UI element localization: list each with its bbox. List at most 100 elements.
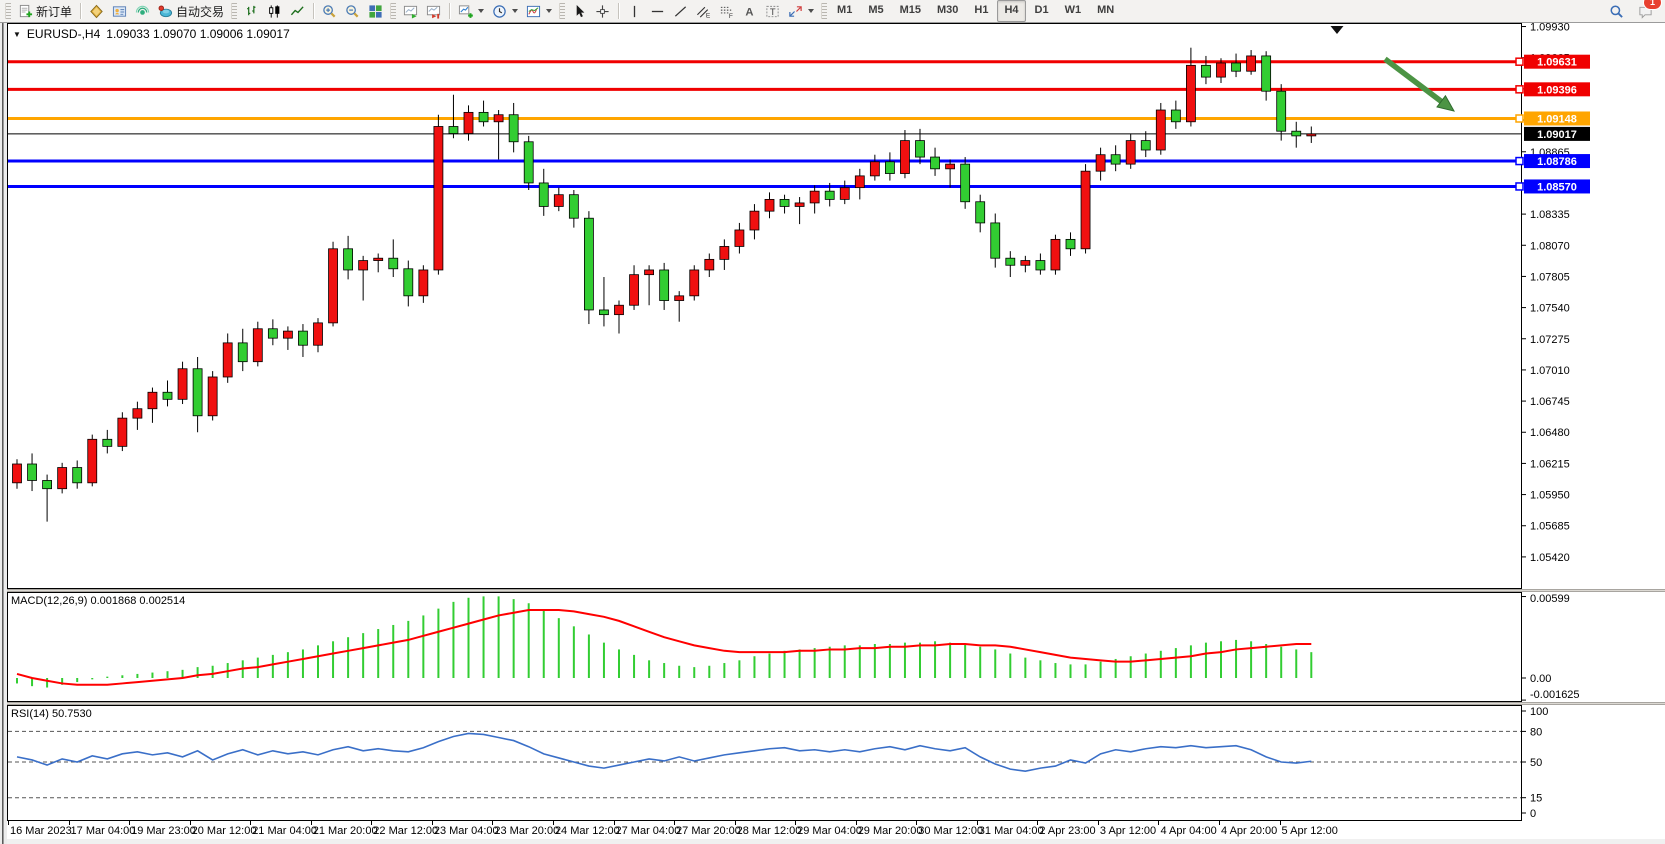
zoom-out-button[interactable] xyxy=(341,0,364,23)
text-button[interactable]: A xyxy=(738,0,761,23)
candle-body xyxy=(508,114,519,143)
rsi-axis-label: 100 xyxy=(1530,706,1548,718)
toolbar-grip[interactable] xyxy=(559,3,566,19)
fibonacci-button[interactable]: F xyxy=(715,0,738,23)
price-tick-label: 1.06480 xyxy=(1530,427,1570,439)
dropdown-caret-icon xyxy=(546,9,553,13)
chart-shift-button[interactable] xyxy=(422,0,445,23)
macd-chart-svg[interactable]: 0.00599 0.00 -0.001625 xyxy=(7,592,1665,702)
toolbar-separator xyxy=(80,3,82,19)
chart-window: 1.099301.096651.094001.091351.088651.086… xyxy=(7,23,1665,839)
pane-splitter[interactable] xyxy=(7,589,1665,592)
templates-button[interactable] xyxy=(522,0,556,23)
toolbar-grip[interactable] xyxy=(390,3,397,19)
rsi-axis-label: 0 xyxy=(1530,808,1536,820)
candle-body xyxy=(689,269,700,297)
text-label-button[interactable]: T xyxy=(761,0,784,23)
toolbar-grip[interactable] xyxy=(231,3,238,19)
timeframe-button-D1[interactable]: D1 xyxy=(1034,4,1049,16)
time-axis-tick xyxy=(1279,821,1281,825)
crosshair-button[interactable] xyxy=(591,0,614,23)
tile-windows-button[interactable] xyxy=(364,0,387,23)
candle-body xyxy=(915,140,925,158)
candle-body xyxy=(1261,55,1272,92)
time-axis-tick xyxy=(129,821,131,825)
terminal-icon xyxy=(135,5,150,15)
navigator-button[interactable] xyxy=(108,0,131,23)
cursor-button[interactable] xyxy=(568,0,591,23)
timeframe-button-M30[interactable]: M30 xyxy=(937,4,959,16)
macd-pane[interactable]: 0.00599 0.00 -0.001625 MACD(12,26,9) 0.001… xyxy=(7,592,1665,702)
periods-button[interactable] xyxy=(488,0,522,23)
timeframe-button-H4[interactable]: H4 xyxy=(997,0,1026,22)
pane-splitter[interactable] xyxy=(7,702,1665,705)
candle-body xyxy=(1170,109,1181,123)
candlestick-chart-button[interactable] xyxy=(263,0,286,23)
time-label: 28 Mar 12:00 xyxy=(736,825,802,837)
rsi-chart-svg[interactable]: 100 80 50 15 0 xyxy=(7,705,1665,821)
price-tick-label: 1.07275 xyxy=(1530,334,1570,346)
candle-body xyxy=(192,368,203,417)
arrows-button[interactable] xyxy=(784,0,818,23)
chart-menu-icon[interactable]: ▼ xyxy=(13,29,21,39)
market-watch-button[interactable] xyxy=(85,0,108,23)
price-pane[interactable]: 1.099301.096651.094001.091351.088651.086… xyxy=(7,23,1665,589)
new-order-button[interactable]: 新订单 xyxy=(14,0,76,23)
candle-body xyxy=(1095,154,1106,172)
line-anchor-box xyxy=(1515,182,1524,191)
indicators-button[interactable] xyxy=(454,0,488,23)
toolbar-right: 1 xyxy=(1605,0,1663,23)
price-line-label: 1.08786 xyxy=(1537,156,1577,168)
candle-body xyxy=(433,126,444,271)
zoom-in-icon xyxy=(323,4,336,17)
notifications-button[interactable]: 1 xyxy=(1634,0,1662,23)
candle-body xyxy=(553,194,564,207)
candle-body xyxy=(674,295,685,301)
timeframe-button-H1[interactable]: H1 xyxy=(974,4,989,16)
time-axis-tick xyxy=(613,821,615,825)
timeframe-button-M15[interactable]: M15 xyxy=(899,4,921,16)
bar-chart-button[interactable] xyxy=(240,0,263,23)
terminal-button[interactable] xyxy=(131,0,154,23)
candle-body xyxy=(222,342,233,378)
candlestick-chart-icon xyxy=(269,4,280,18)
time-axis-tick xyxy=(8,821,9,825)
trendline-button[interactable] xyxy=(669,0,692,23)
vertical-line-button[interactable] xyxy=(623,0,646,23)
candle-body xyxy=(1080,170,1091,250)
zoom-in-button[interactable] xyxy=(318,0,341,23)
tile-windows-icon xyxy=(369,4,382,18)
time-axis[interactable]: 16 Mar 2023 17 Mar 04:00 19 Mar 23:00 20 Ma… xyxy=(7,821,1665,839)
cursor-icon xyxy=(576,4,585,17)
price-chart-svg[interactable]: 1.099301.096651.094001.091351.088651.086… xyxy=(7,23,1665,589)
search-button[interactable] xyxy=(1605,0,1628,23)
price-tick-label: 1.07540 xyxy=(1530,303,1570,315)
candle-body xyxy=(1201,64,1211,78)
candle-body xyxy=(809,190,820,204)
timeframe-button-W1[interactable]: W1 xyxy=(1064,4,1082,16)
time-label: 21 Mar 04:00 xyxy=(252,825,318,837)
autotrading-button[interactable]: 自动交易 xyxy=(154,0,228,23)
macd-axis-label: 0.00 xyxy=(1530,673,1551,685)
candle-body xyxy=(1050,238,1061,271)
candle-body xyxy=(885,161,895,174)
toolbar-separator xyxy=(449,3,451,19)
timeframe-button-M1[interactable]: M1 xyxy=(837,4,853,16)
candle-body xyxy=(824,190,835,200)
horizontal-line-button[interactable] xyxy=(646,0,669,23)
toolbar-grip[interactable] xyxy=(821,3,828,19)
time-label: 16 Mar 2023 xyxy=(10,825,72,837)
timeframe-button-M5[interactable]: M5 xyxy=(868,4,884,16)
auto-scroll-button[interactable] xyxy=(399,0,422,23)
equidistant-channel-button[interactable]: E xyxy=(692,0,715,23)
line-chart-button[interactable] xyxy=(286,0,309,23)
dropdown-caret-icon xyxy=(512,9,519,13)
time-axis-tick xyxy=(795,821,797,825)
toolbar-grip[interactable] xyxy=(5,3,11,19)
window-left-edge xyxy=(0,23,7,844)
timeframe-button-MN[interactable]: MN xyxy=(1097,4,1115,16)
rsi-pane[interactable]: 100 80 50 15 0 RSI(14) 50.7530 xyxy=(7,705,1665,821)
rsi-plot-border xyxy=(7,705,1522,821)
candle-body xyxy=(282,330,293,339)
time-label: 22 Mar 12:00 xyxy=(373,825,439,837)
